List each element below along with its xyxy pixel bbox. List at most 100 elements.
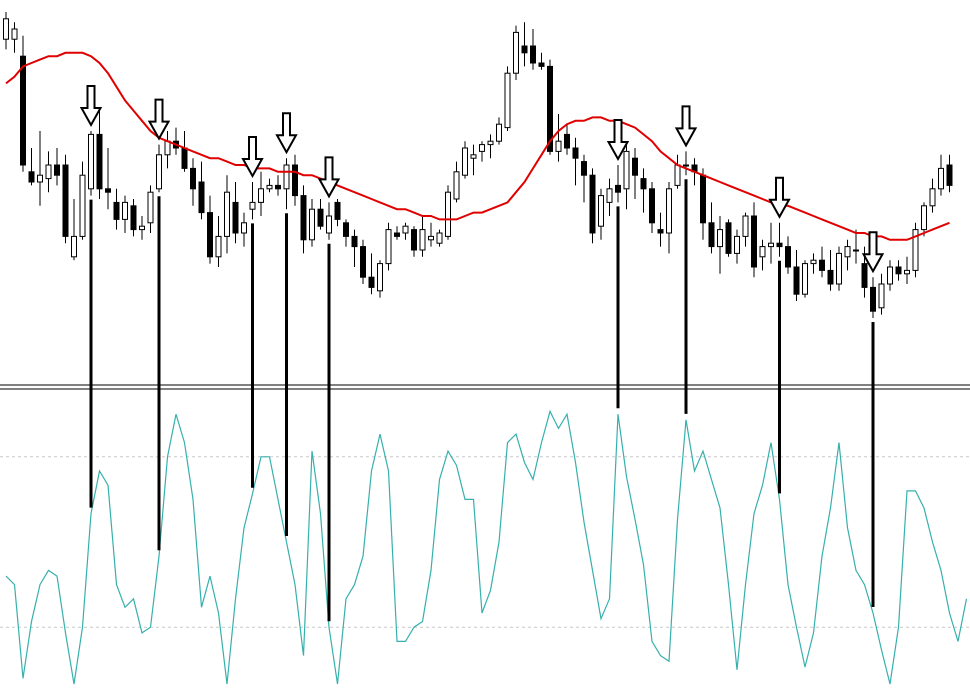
candle-body-bearish: [411, 229, 417, 251]
candle: [487, 134, 494, 159]
candle: [921, 202, 927, 237]
candle-body-bearish: [564, 133, 570, 149]
candle: [385, 222, 392, 271]
candle: [768, 222, 774, 264]
candle-body-bearish: [317, 208, 324, 227]
candles-group: [3, 12, 953, 318]
candle: [156, 144, 162, 193]
candle-body-bullish: [470, 154, 477, 159]
candle-body-bullish: [836, 252, 842, 285]
candle-body-bearish: [394, 232, 400, 237]
candle: [564, 124, 570, 155]
candle-body-bullish: [717, 229, 723, 248]
candle-body-bullish: [802, 263, 808, 295]
candle: [649, 182, 655, 233]
candle: [513, 25, 519, 80]
candle: [113, 188, 120, 230]
candle-body-bearish: [589, 174, 596, 234]
candle-body-bullish: [453, 171, 460, 200]
candle-body-bullish: [88, 133, 94, 190]
candle: [11, 22, 18, 53]
candle-body-bearish: [793, 266, 800, 295]
candle-body-bullish: [606, 188, 613, 203]
candle: [275, 175, 281, 196]
down-arrow-icon: [768, 176, 791, 219]
candle: [411, 226, 417, 257]
candle: [45, 151, 52, 193]
candle-body-bearish: [946, 164, 953, 186]
candle-body-bearish: [181, 147, 188, 169]
candle-body-bullish: [326, 215, 332, 234]
candle-body-bullish: [139, 225, 145, 231]
candle-body-bullish: [462, 147, 468, 176]
candle-body-bullish: [666, 188, 672, 234]
candle: [224, 175, 230, 254]
candle: [266, 178, 273, 193]
candle-body-bullish: [683, 164, 689, 167]
candle-body-bearish: [530, 45, 536, 64]
candle-body-bearish: [343, 222, 349, 237]
candle-body-bullish: [283, 164, 290, 190]
oscillator-line-group: [5, 409, 968, 685]
price-panel: [3, 12, 953, 318]
candle: [343, 219, 349, 247]
candle-body-bullish: [45, 164, 52, 180]
panel-separator[interactable]: [0, 384, 970, 390]
candle: [470, 144, 477, 176]
candle: [479, 141, 485, 162]
candle-body-bullish: [71, 235, 77, 258]
candle-body-bullish: [249, 201, 256, 210]
candle: [912, 222, 919, 278]
candle-body-bearish: [28, 171, 35, 183]
candle: [309, 199, 315, 247]
candle-body-bearish: [54, 164, 60, 176]
candle: [122, 195, 128, 233]
candle: [929, 178, 936, 213]
candle: [759, 239, 766, 271]
candle: [666, 182, 672, 254]
candle: [71, 199, 77, 261]
candle-body-bullish: [504, 72, 511, 129]
candle: [96, 110, 103, 199]
candle-body-bearish: [615, 184, 621, 193]
candle-body-bearish: [96, 133, 103, 190]
candle-body-bearish: [640, 178, 647, 190]
candle-body-bearish: [827, 269, 834, 285]
candle: [538, 52, 545, 70]
candle: [895, 260, 902, 281]
candle: [317, 199, 324, 230]
candle: [351, 229, 358, 267]
candle-body-bullish: [419, 229, 426, 251]
down-arrow-icon: [317, 156, 341, 199]
candle: [105, 148, 111, 210]
candle-body-bearish: [521, 45, 528, 54]
candle: [368, 253, 375, 295]
candle: [598, 188, 604, 240]
candle-body-bullish: [258, 188, 264, 203]
candle: [79, 161, 86, 240]
candle: [88, 131, 94, 196]
candle: [20, 35, 26, 172]
candle-body-bullish: [929, 188, 936, 207]
candle: [581, 154, 587, 203]
candle: [946, 154, 953, 193]
candle-body-bearish: [572, 147, 579, 159]
candle-body-bullish: [912, 229, 919, 271]
candle: [394, 226, 400, 240]
candle-body-bearish: [700, 174, 706, 224]
candle-body-bearish: [547, 65, 553, 152]
candle: [819, 246, 825, 278]
candle: [827, 250, 834, 291]
signal-arrows-group: [79, 85, 885, 274]
candle: [657, 212, 664, 247]
candle-body-bullish: [853, 249, 859, 252]
candle-body-bearish: [368, 276, 375, 288]
moving-average-group: [5, 51, 950, 241]
candle-body-bearish: [649, 188, 655, 224]
candle-body-bullish: [241, 222, 247, 234]
candle-body-bullish: [3, 18, 9, 40]
candle: [632, 148, 638, 199]
candle: [683, 151, 689, 176]
